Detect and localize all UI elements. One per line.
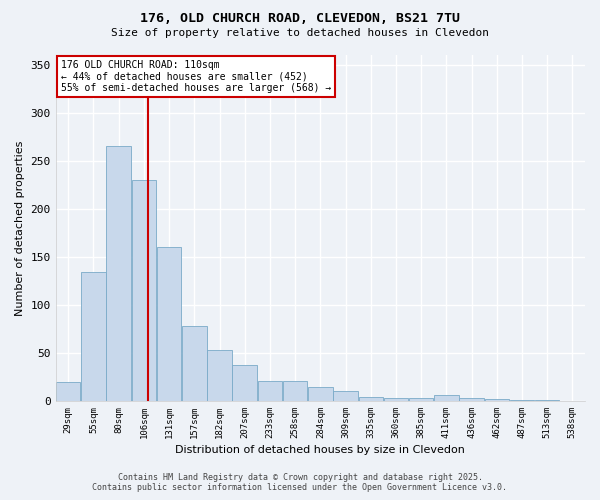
Bar [131,180,156,401]
Bar [257,381,282,401]
X-axis label: Distribution of detached houses by size in Clevedon: Distribution of detached houses by size … [175,445,465,455]
Bar [182,326,206,401]
Bar [283,381,307,401]
Bar [434,395,458,401]
Bar [460,398,484,401]
Bar [409,398,433,401]
Bar [207,350,232,401]
Bar [81,272,106,401]
Bar [106,146,131,401]
Text: 176 OLD CHURCH ROAD: 110sqm
← 44% of detached houses are smaller (452)
55% of se: 176 OLD CHURCH ROAD: 110sqm ← 44% of det… [61,60,331,93]
Bar [232,366,257,401]
Bar [384,398,408,401]
Bar [535,400,559,401]
Bar [308,388,332,401]
Y-axis label: Number of detached properties: Number of detached properties [15,140,25,316]
Bar [56,382,80,401]
Bar [485,399,509,401]
Bar [359,397,383,401]
Bar [510,400,534,401]
Text: Contains HM Land Registry data © Crown copyright and database right 2025.
Contai: Contains HM Land Registry data © Crown c… [92,473,508,492]
Text: 176, OLD CHURCH ROAD, CLEVEDON, BS21 7TU: 176, OLD CHURCH ROAD, CLEVEDON, BS21 7TU [140,12,460,26]
Bar [334,392,358,401]
Bar [157,247,181,401]
Text: Size of property relative to detached houses in Clevedon: Size of property relative to detached ho… [111,28,489,38]
